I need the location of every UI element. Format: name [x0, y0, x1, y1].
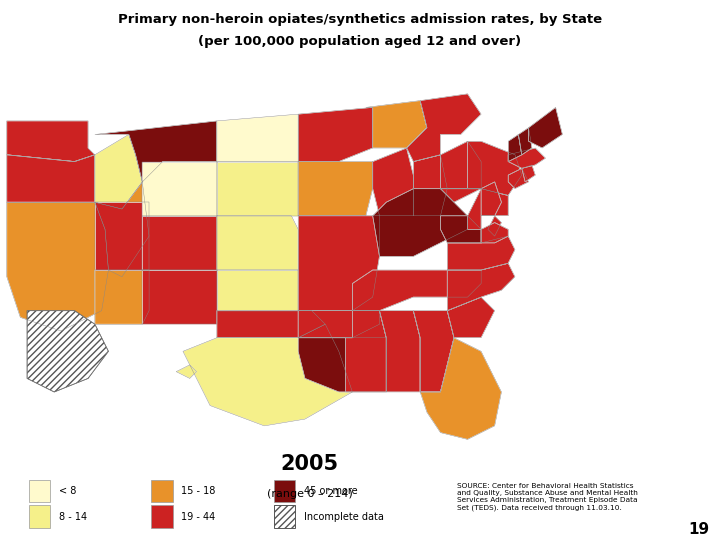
Polygon shape	[447, 297, 495, 338]
Polygon shape	[143, 270, 217, 324]
Text: 15 - 18: 15 - 18	[181, 486, 216, 496]
Text: < 8: < 8	[59, 486, 76, 496]
Polygon shape	[441, 188, 508, 230]
Text: SOURCE: Center for Behavioral Health Statistics
and Quality, Substance Abuse and: SOURCE: Center for Behavioral Health Sta…	[457, 483, 638, 511]
Polygon shape	[508, 168, 528, 188]
Polygon shape	[176, 365, 197, 379]
Text: (range 0 – 214): (range 0 – 214)	[266, 489, 353, 499]
Polygon shape	[447, 236, 515, 270]
Bar	[274, 505, 295, 528]
Polygon shape	[298, 216, 379, 310]
Polygon shape	[27, 310, 109, 392]
Polygon shape	[217, 310, 325, 338]
Polygon shape	[95, 121, 217, 182]
Bar	[29, 480, 50, 502]
Text: Primary non-heroin opiates/synthetics admission rates, by State: Primary non-heroin opiates/synthetics ad…	[118, 14, 602, 26]
Polygon shape	[373, 148, 413, 216]
Polygon shape	[420, 338, 501, 440]
Polygon shape	[298, 107, 373, 161]
Bar	[151, 505, 173, 528]
Polygon shape	[298, 310, 379, 338]
Polygon shape	[447, 263, 515, 310]
Polygon shape	[488, 216, 501, 236]
Polygon shape	[528, 107, 562, 148]
Text: (per 100,000 population aged 12 and over): (per 100,000 population aged 12 and over…	[199, 35, 521, 48]
Polygon shape	[6, 202, 109, 331]
Polygon shape	[95, 202, 149, 270]
Polygon shape	[217, 270, 298, 310]
Bar	[274, 480, 295, 502]
Polygon shape	[95, 134, 143, 209]
Text: 8 - 14: 8 - 14	[59, 512, 87, 522]
Text: Incomplete data: Incomplete data	[304, 512, 384, 522]
Polygon shape	[508, 148, 546, 168]
Text: 2005: 2005	[281, 454, 338, 474]
Polygon shape	[467, 141, 522, 195]
Polygon shape	[183, 324, 352, 426]
Polygon shape	[6, 155, 95, 202]
Polygon shape	[413, 155, 447, 216]
Polygon shape	[346, 310, 386, 392]
Polygon shape	[441, 141, 481, 202]
Polygon shape	[379, 310, 420, 392]
Polygon shape	[298, 338, 386, 392]
Bar	[29, 505, 50, 528]
Polygon shape	[298, 161, 373, 216]
Polygon shape	[143, 161, 217, 216]
Polygon shape	[366, 100, 427, 148]
Polygon shape	[143, 216, 217, 270]
Polygon shape	[217, 114, 298, 161]
Polygon shape	[6, 121, 95, 161]
Polygon shape	[481, 182, 501, 216]
Polygon shape	[217, 161, 298, 216]
Text: 19 - 44: 19 - 44	[181, 512, 216, 522]
Polygon shape	[441, 216, 481, 243]
Text: 19: 19	[688, 522, 709, 537]
Polygon shape	[95, 270, 149, 324]
Polygon shape	[413, 310, 454, 392]
Text: 45 or more: 45 or more	[304, 486, 357, 496]
Polygon shape	[217, 216, 298, 270]
Polygon shape	[407, 94, 481, 161]
Polygon shape	[508, 134, 522, 161]
Polygon shape	[518, 127, 532, 155]
Bar	[151, 480, 173, 502]
Polygon shape	[95, 182, 149, 277]
Polygon shape	[352, 270, 481, 310]
Polygon shape	[522, 165, 536, 182]
Polygon shape	[481, 222, 508, 243]
Polygon shape	[373, 188, 467, 256]
